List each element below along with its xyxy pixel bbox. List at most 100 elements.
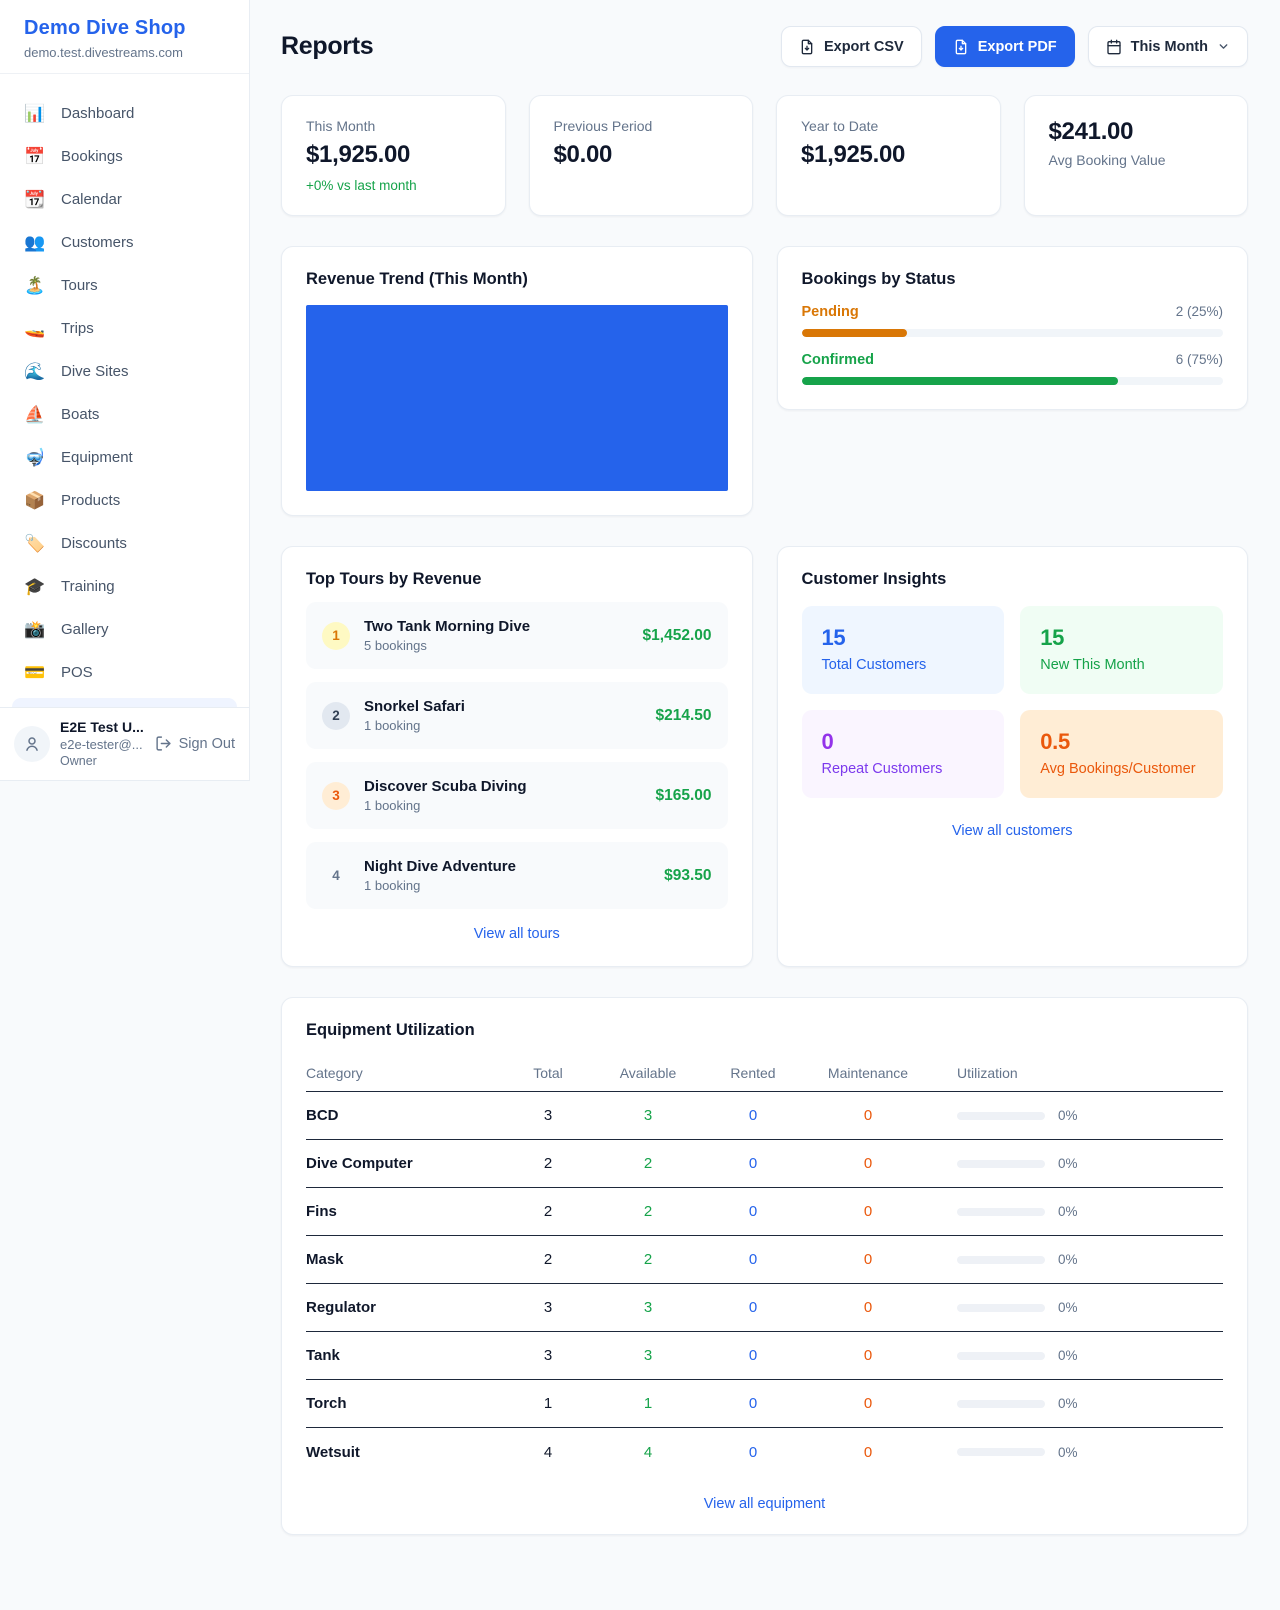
- tour-name: Discover Scuba Diving: [364, 778, 527, 795]
- utilization-bar: [957, 1207, 1045, 1216]
- view-all-customers-link[interactable]: View all customers: [951, 823, 1073, 839]
- customers-icon: 👥: [24, 232, 46, 252]
- user-meta: E2E Test U... e2e-tester@... Owner: [60, 719, 145, 768]
- sidebar-item-products[interactable]: 📦 Products: [0, 479, 249, 522]
- middle-row: Top Tours by Revenue 1 Two Tank Morning …: [281, 546, 1248, 967]
- sidebar-item-tours[interactable]: 🏝️ Tours: [0, 264, 249, 307]
- charts-row: Revenue Trend (This Month) Bookings by S…: [281, 246, 1248, 516]
- utilization-bar: [957, 1303, 1045, 1312]
- stat-card-avg-booking-value: $241.00 Avg Booking Value: [1023, 95, 1248, 216]
- insight-tile-total-customers: 15 Total Customers: [801, 606, 1005, 694]
- stats-row: This Month $1,925.00 +0% vs last month P…: [281, 95, 1248, 216]
- export-csv-button[interactable]: Export CSV: [780, 26, 922, 67]
- equipment-utilization-title: Equipment Utilization: [306, 1021, 475, 1039]
- tour-row: 2 Snorkel Safari 1 booking $214.50: [306, 682, 728, 749]
- sidebar-item-boats[interactable]: ⛵ Boats: [0, 393, 249, 436]
- chevron-down-icon: [1219, 44, 1228, 49]
- sidebar-item-label: Gallery: [61, 621, 109, 638]
- sidebar-item-label: Boats: [61, 406, 100, 423]
- revenue-trend-chart: [306, 305, 728, 491]
- header-actions: Export CSV Export PDF This Month: [780, 26, 1248, 67]
- tour-amount: $214.50: [655, 706, 712, 724]
- sidebar-active-item-partial[interactable]: [12, 698, 237, 707]
- sidebar-item-equipment[interactable]: 🤿 Equipment: [0, 436, 249, 479]
- user-email: e2e-tester@...: [60, 737, 143, 752]
- shop-domain: demo.test.divestreams.com: [24, 45, 183, 60]
- tour-row: 4 Night Dive Adventure 1 booking $93.50: [306, 842, 728, 909]
- tour-bookings: 1 booking: [364, 798, 421, 813]
- graduation-cap-icon: 🎓: [24, 576, 46, 596]
- file-download-icon: [801, 39, 813, 54]
- bookings-by-status-card: Bookings by Status Pending 2 (25%) Confi…: [776, 246, 1248, 410]
- wave-icon: 🌊: [24, 361, 46, 381]
- status-count: 2 (25%): [1175, 304, 1223, 319]
- utilization-bar: [957, 1159, 1045, 1168]
- person-icon: [26, 736, 38, 751]
- export-pdf-button[interactable]: Export PDF: [934, 26, 1075, 67]
- sidebar-item-dive-sites[interactable]: 🌊 Dive Sites: [0, 350, 249, 393]
- tour-amount: $93.50: [664, 866, 712, 884]
- tour-bookings: 5 bookings: [364, 638, 427, 653]
- utilization-bar: [957, 1448, 1045, 1456]
- shop-name: Demo Dive Shop: [24, 17, 186, 39]
- insight-tile-new-this-month: 15 New This Month: [1020, 606, 1223, 694]
- sidebar-item-label: Customers: [61, 234, 134, 251]
- avatar: [14, 725, 50, 762]
- sidebar-item-training[interactable]: 🎓 Training: [0, 565, 249, 608]
- sidebar-item-bookings[interactable]: 📅 Bookings: [0, 135, 249, 178]
- sidebar-item-label: Dive Sites: [61, 363, 129, 380]
- period-dropdown[interactable]: This Month: [1087, 26, 1248, 67]
- sign-out-button[interactable]: Sign Out: [155, 735, 235, 752]
- sidebar-item-customers[interactable]: 👥 Customers: [0, 221, 249, 264]
- user-name: E2E Test U...: [60, 719, 144, 735]
- tour-amount: $165.00: [655, 786, 712, 804]
- sidebar-item-label: Training: [61, 578, 115, 595]
- progress-fill: [801, 377, 1118, 385]
- calendar-icon: [1107, 39, 1121, 54]
- tour-row: 3 Discover Scuba Diving 1 booking $165.0…: [306, 762, 728, 829]
- tour-bookings: 1 booking: [364, 718, 421, 733]
- table-row: Fins 2 2 0 0 0%: [306, 1188, 1223, 1236]
- revenue-trend-card: Revenue Trend (This Month): [281, 246, 753, 516]
- status-row-confirmed: Confirmed 6 (75%): [801, 352, 1223, 385]
- sidebar-item-discounts[interactable]: 🏷️ Discounts: [0, 522, 249, 565]
- view-all-equipment-link[interactable]: View all equipment: [703, 1496, 826, 1512]
- sidebar-item-pos[interactable]: 💳 POS: [0, 651, 249, 694]
- rank-badge: 3: [322, 781, 350, 810]
- tour-name: Snorkel Safari: [364, 698, 465, 715]
- insight-tile-repeat-customers: 0 Repeat Customers: [801, 710, 1005, 798]
- table-row: Mask 2 2 0 0 0%: [306, 1236, 1223, 1284]
- status-label: Pending: [801, 304, 859, 320]
- sidebar-item-gallery[interactable]: 📸 Gallery: [0, 608, 249, 651]
- sidebar-item-label: Calendar: [61, 191, 122, 208]
- sidebar-nav: 📊 Dashboard 📅 Bookings 📆 Calendar 👥 Cust…: [0, 74, 249, 707]
- status-count: 6 (75%): [1175, 352, 1223, 367]
- customer-insights-title: Customer Insights: [801, 570, 947, 588]
- sidebar-item-label: Products: [61, 492, 121, 509]
- sidebar-item-label: Bookings: [61, 148, 123, 165]
- utilization-bar: [957, 1111, 1045, 1120]
- tour-name: Two Tank Morning Dive: [364, 618, 531, 635]
- user-role: Owner: [60, 754, 97, 768]
- top-tours-card: Top Tours by Revenue 1 Two Tank Morning …: [281, 546, 753, 967]
- sidebar: Demo Dive Shop demo.test.divestreams.com…: [0, 0, 250, 781]
- table-row: Wetsuit 4 4 0 0 0%: [306, 1443, 1078, 1461]
- sidebar-item-trips[interactable]: 🚤 Trips: [0, 307, 249, 350]
- progress-fill: [801, 329, 907, 337]
- table-row: Torch 1 1 0 0 0%: [306, 1380, 1223, 1428]
- credit-card-icon: 💳: [24, 662, 46, 682]
- page-title: Reports: [281, 32, 374, 60]
- insight-tile-avg-bookings: 0.5 Avg Bookings/Customer: [1020, 710, 1223, 798]
- sidebar-item-dashboard[interactable]: 📊 Dashboard: [0, 92, 249, 135]
- sidebar-item-label: POS: [61, 664, 93, 681]
- equipment-table-header: Category Total Available Rented Maintena…: [306, 1054, 1223, 1092]
- rank-badge: 1: [322, 621, 350, 650]
- top-tours-title: Top Tours by Revenue: [306, 570, 482, 588]
- calendar-icon: 📆: [24, 189, 46, 209]
- sidebar-item-calendar[interactable]: 📆 Calendar: [0, 178, 249, 221]
- tour-name: Night Dive Adventure: [364, 858, 516, 875]
- progress-track: [801, 329, 1223, 337]
- view-all-tours-link[interactable]: View all tours: [473, 926, 560, 942]
- rank-badge: 4: [332, 868, 340, 883]
- table-row: Dive Computer 2 2 0 0 0%: [306, 1140, 1223, 1188]
